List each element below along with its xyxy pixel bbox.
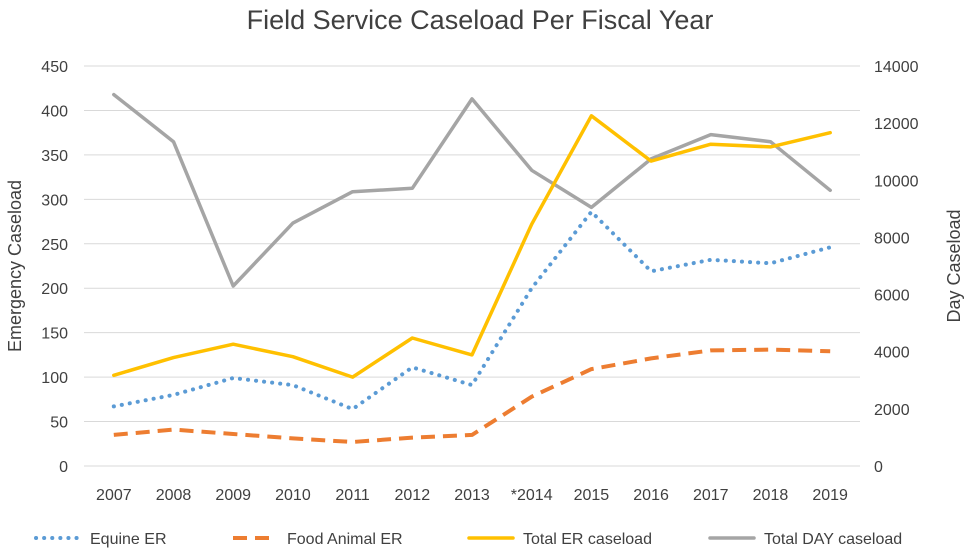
x-tick-label: 2009 [215,487,251,504]
x-tick-label: 2016 [633,487,669,504]
x-tick-label: 2008 [156,487,192,504]
x-tick-label: *2014 [511,487,553,504]
x-tick-label: 2015 [574,487,610,504]
left-tick-label: 400 [41,103,68,120]
series-lines [111,92,833,444]
right-tick-label: 8000 [874,230,910,247]
legend-label: Food Animal ER [287,531,403,548]
legend: Equine ER Food Animal ER Total ER caseload… [34,531,902,548]
left-axis-title: Emergency Caseload [5,180,25,352]
right-tick-label: 4000 [874,345,910,362]
left-tick-label: 450 [41,59,68,76]
left-tick-label: 50 [50,415,68,432]
left-tick-label: 100 [41,370,68,387]
x-tick-label: 2018 [753,487,789,504]
right-tick-label: 12000 [874,116,919,133]
x-tick-label: 2013 [454,487,490,504]
left-tick-label: 300 [41,192,68,209]
right-tick-label: 2000 [874,402,910,419]
legend-label: Total ER caseload [523,531,652,548]
series-line-food-animal-er [113,347,831,444]
right-tick-label: 10000 [874,173,919,190]
series-line-total-day-caseload [112,92,832,288]
x-axis-ticks: 2007 2008 2009 2010 2011 2012 2013 *2014 2015 201… [96,487,848,504]
left-tick-label: 250 [41,237,68,254]
right-axis-ticks: 0 2000 4000 6000 8000 10000 12000 14000 [874,59,919,476]
right-tick-label: 14000 [874,59,919,76]
x-tick-label: 2012 [395,487,431,504]
left-tick-label: 150 [41,326,68,343]
series-line-equine-er [111,209,833,412]
left-tick-label: 350 [41,148,68,165]
left-tick-label: 200 [41,281,68,298]
left-tick-label: 0 [59,459,68,476]
right-tick-label: 6000 [874,288,910,305]
x-tick-label: 2017 [693,487,729,504]
left-axis-ticks: 0 50 100 150 200 250 300 350 400 450 [41,59,68,476]
chart-title: Field Service Caseload Per Fiscal Year [247,5,714,35]
grid-lines [84,65,860,467]
legend-label: Equine ER [90,531,167,548]
series-line-total-er-caseload [112,114,832,379]
x-tick-label: 2007 [96,487,132,504]
right-axis-title: Day Caseload [944,209,964,322]
x-tick-label: 2010 [275,487,311,504]
x-tick-label: 2019 [812,487,848,504]
legend-label: Total DAY caseload [764,531,902,548]
x-tick-label: 2011 [335,487,370,504]
right-tick-label: 0 [874,459,883,476]
